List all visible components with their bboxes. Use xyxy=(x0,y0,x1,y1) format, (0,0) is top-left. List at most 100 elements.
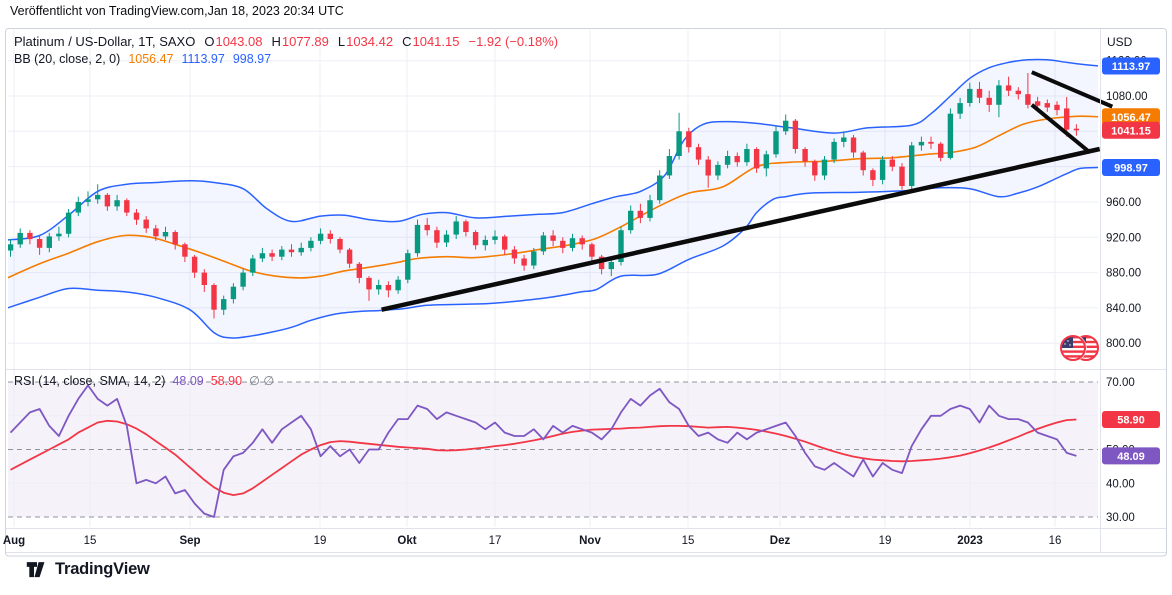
candle-up xyxy=(647,200,653,218)
candle-up xyxy=(540,235,547,252)
rsi-tick-label: 70.00 xyxy=(1106,377,1135,389)
price-tick-label: 800.00 xyxy=(1106,338,1141,350)
candle-up xyxy=(482,239,488,246)
candle-down xyxy=(1005,85,1012,91)
candle-up xyxy=(298,247,304,253)
candle-up xyxy=(414,224,421,254)
candle-down xyxy=(812,161,818,176)
candle-up xyxy=(114,200,120,207)
candle-up xyxy=(676,131,682,156)
candle-down xyxy=(182,244,188,257)
time-tick-label: 15 xyxy=(84,535,97,547)
rsi-value: 48.09 xyxy=(172,374,204,388)
candle-down xyxy=(1073,128,1080,131)
candle-up xyxy=(957,103,963,114)
symbol-title[interactable]: Platinum / US-Dollar, 1T, SAXO xyxy=(14,34,196,49)
candle-up xyxy=(308,240,314,248)
candle-down xyxy=(269,253,275,257)
svg-text:48.09: 48.09 xyxy=(1117,451,1145,463)
candle-up xyxy=(317,233,324,241)
candle-down xyxy=(899,166,905,186)
svg-text:1041.15: 1041.15 xyxy=(1111,125,1151,137)
low-value: 1034.42 xyxy=(346,34,394,49)
time-tick-label: Okt xyxy=(397,535,416,547)
candle-up xyxy=(162,232,169,237)
time-tick-label: 19 xyxy=(314,535,327,547)
candle-down xyxy=(976,88,983,98)
time-tick-label: 19 xyxy=(879,535,892,547)
candle-up xyxy=(453,221,459,235)
candle-down xyxy=(511,249,518,259)
trendline-ascending-support[interactable] xyxy=(381,146,1101,312)
rsi-tick-label: 30.00 xyxy=(1106,512,1135,524)
candle-up xyxy=(918,141,925,146)
bollinger-lower-line[interactable] xyxy=(8,166,1099,339)
candle-down xyxy=(211,285,217,310)
candle-down xyxy=(686,131,692,148)
vertical-gridlines xyxy=(13,30,1056,527)
candle-down xyxy=(434,230,440,243)
candle-up xyxy=(996,85,1002,105)
candle-up xyxy=(240,272,246,287)
price-axis[interactable]: USD1120.001080.00960.00920.00880.00840.0… xyxy=(1102,35,1160,350)
candle-down xyxy=(133,212,140,220)
trendline-flag-upper[interactable] xyxy=(1031,70,1114,109)
candle-up xyxy=(259,253,266,259)
time-tick-label: 16 xyxy=(1049,535,1062,547)
time-axis[interactable]: Aug 15 Sep 19 Okt 17 Nov 15 Dez 19 2023 16 xyxy=(3,535,1062,547)
candle-down xyxy=(734,156,740,163)
us-flag-pair-icon xyxy=(1059,334,1099,362)
symbol-header: Platinum / US-Dollar, 1T, SAXO O1043.08 H1… xyxy=(14,34,558,49)
candle-down xyxy=(579,238,585,245)
candle-down xyxy=(860,152,866,171)
rsi-indicator-header: RSI (14, close, SMA, 14, 2) 48.09 58.90 ∅ ∅ xyxy=(14,373,274,388)
bb-lower-value: 998.97 xyxy=(232,52,272,66)
candle-down xyxy=(124,200,130,213)
candle-down xyxy=(753,149,760,169)
candle-down xyxy=(986,97,992,105)
price-axis-unit: USD xyxy=(1107,35,1133,49)
bollinger-upper-line[interactable] xyxy=(8,58,1099,241)
time-tick-label: Sep xyxy=(179,535,200,547)
candle-down xyxy=(463,221,469,232)
candle-up xyxy=(569,238,576,248)
candle-up xyxy=(46,236,52,248)
candle-down xyxy=(191,256,198,273)
candle-down xyxy=(938,143,944,158)
rsi-sma-value: 58.90 xyxy=(210,374,243,388)
rsi-line[interactable] xyxy=(9,384,1077,518)
rsi-badge: 48.09 xyxy=(1102,447,1160,465)
candle-up xyxy=(773,131,779,155)
candle-down xyxy=(27,232,33,240)
price-tick-label: 880.00 xyxy=(1106,268,1141,280)
candle-up xyxy=(947,113,954,158)
candle-up xyxy=(657,175,663,201)
time-tick-label: 2023 xyxy=(957,535,983,547)
tradingview-logo[interactable]: TradingView xyxy=(26,560,150,579)
trendline-flag-lower[interactable] xyxy=(1030,103,1092,155)
candle-up xyxy=(8,244,14,251)
candle-up xyxy=(909,145,915,186)
pane-separators[interactable] xyxy=(5,29,1167,553)
candle-up xyxy=(405,253,411,280)
high-key: H xyxy=(271,34,281,49)
candle-up xyxy=(628,210,634,231)
low-key: L xyxy=(337,34,346,49)
candle-down xyxy=(928,141,934,144)
bb-title[interactable]: BB (20, close, 2, 0) xyxy=(14,52,121,66)
open-value: 1043.08 xyxy=(215,34,263,49)
price-badge: 1113.97 xyxy=(1102,57,1160,75)
candle-up xyxy=(250,258,256,273)
candle-down xyxy=(201,272,207,285)
published-line: Veröffentlicht von TradingView.com,Jan 1… xyxy=(10,4,344,18)
candle-up xyxy=(17,232,23,245)
close-key: C xyxy=(402,34,412,49)
rsi-title[interactable]: RSI (14, close, SMA, 14, 2) xyxy=(14,374,166,388)
candle-down xyxy=(1054,104,1060,111)
candle-down xyxy=(346,249,353,264)
candle-up xyxy=(56,233,62,237)
candle-down xyxy=(870,170,876,180)
